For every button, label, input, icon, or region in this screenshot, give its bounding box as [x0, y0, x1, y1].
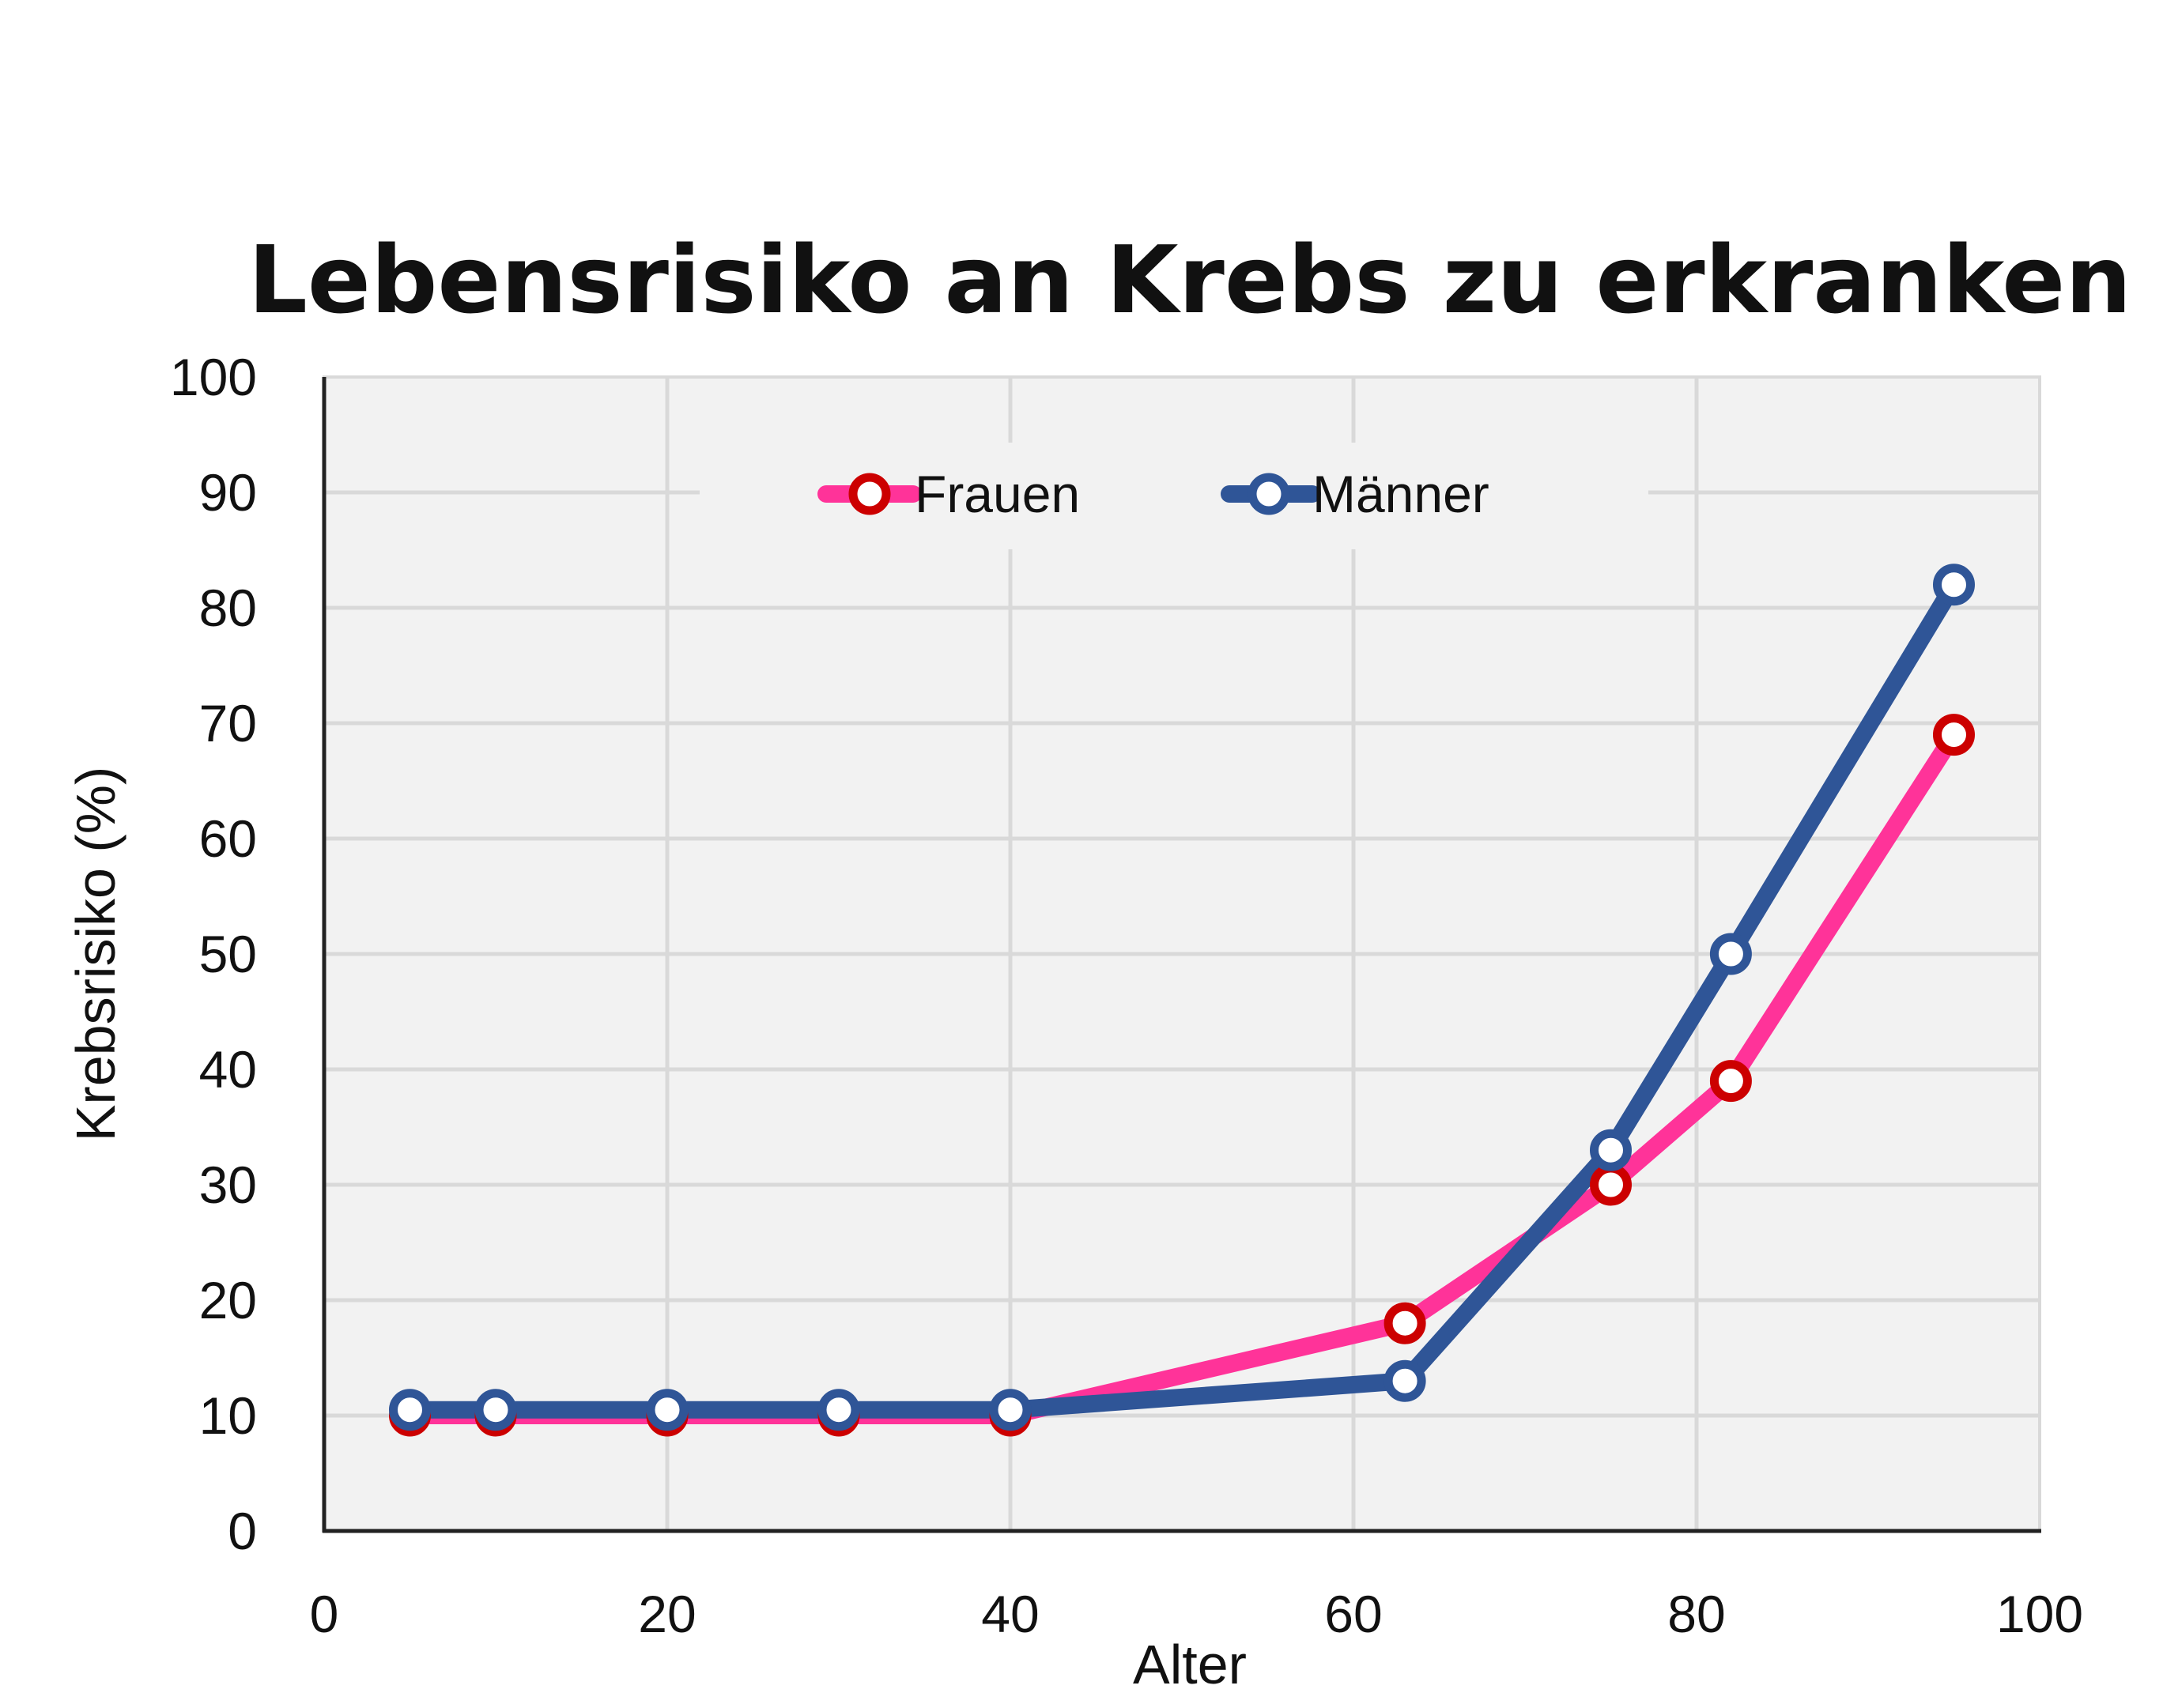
legend-entry-maenner: Männer: [1221, 465, 1489, 523]
y-tick-20: 20: [199, 1271, 257, 1329]
series-0-point-5: [1383, 1302, 1426, 1344]
legend: Frauen Männer: [817, 465, 1489, 523]
y-tick-70: 70: [199, 694, 257, 752]
y-tick-labels: 0 10 20 30 40 50 60 70 80 90 100: [170, 348, 257, 1560]
legend-frauen-marker: [848, 473, 891, 515]
y-tick-100: 100: [170, 348, 257, 406]
x-tick-40: 40: [981, 1585, 1039, 1643]
series-1-point-6: [1590, 1129, 1632, 1171]
y-tick-90: 90: [199, 463, 257, 522]
series-markers: [389, 564, 1975, 1437]
x-tick-0: 0: [310, 1585, 339, 1643]
series-1-point-2: [646, 1389, 689, 1431]
y-tick-40: 40: [199, 1040, 257, 1099]
y-axis-label: Krebsrisiko (%): [65, 767, 126, 1142]
x-tick-80: 80: [1667, 1585, 1725, 1643]
series-1-point-0: [389, 1389, 431, 1431]
y-tick-30: 30: [199, 1156, 257, 1214]
series-1-point-3: [817, 1389, 860, 1431]
x-tick-100: 100: [1996, 1585, 2083, 1643]
y-tick-10: 10: [199, 1386, 257, 1445]
legend-maenner-marker: [1248, 473, 1290, 515]
series-0-point-8: [1933, 714, 1975, 756]
series-1-point-4: [989, 1389, 1032, 1431]
y-tick-0: 0: [228, 1502, 257, 1560]
y-tick-50: 50: [199, 925, 257, 983]
series-0-point-6: [1590, 1163, 1632, 1206]
x-tick-labels: 0 20 40 60 80 100: [310, 1585, 2083, 1643]
series-1-point-1: [474, 1389, 517, 1431]
legend-maenner-label: Männer: [1312, 465, 1489, 523]
x-tick-20: 20: [638, 1585, 696, 1643]
series-0-point-7: [1709, 1060, 1752, 1103]
y-tick-60: 60: [199, 809, 257, 868]
x-tick-60: 60: [1324, 1585, 1382, 1643]
x-axis-label: Alter: [1133, 1634, 1247, 1695]
chart-title: Lebensrisiko an Krebs zu erkranken: [248, 225, 2132, 334]
series-1-point-8: [1933, 564, 1975, 606]
y-tick-80: 80: [199, 579, 257, 637]
series-1-point-7: [1709, 933, 1752, 975]
series-1-point-5: [1383, 1359, 1426, 1402]
legend-frauen-label: Frauen: [915, 465, 1080, 523]
legend-entry-frauen: Frauen: [817, 465, 1080, 523]
